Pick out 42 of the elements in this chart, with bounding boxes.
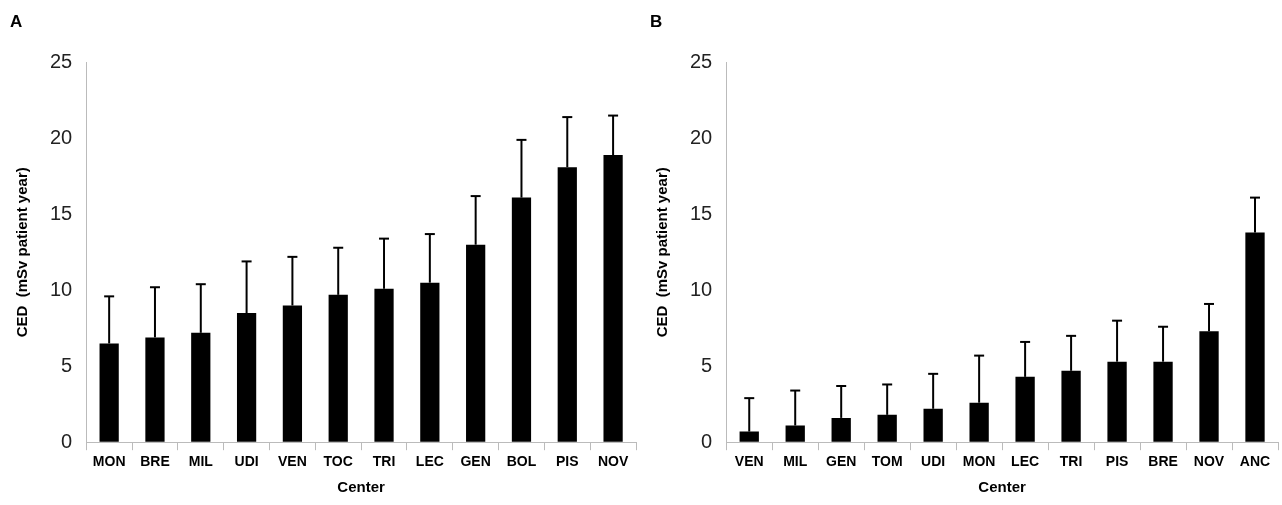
y-tick-label: 15	[50, 201, 73, 224]
x-tick-label: MON	[92, 453, 126, 470]
x-tick-label: MIL	[783, 453, 808, 470]
y-tick-label: 5	[701, 353, 713, 376]
y-tick-label: 15	[690, 201, 713, 224]
x-tick-label: TOM	[871, 453, 903, 470]
x-tick-label: MON	[962, 453, 996, 470]
x-tick-label: VEN	[278, 453, 307, 470]
x-tick-label: PIS	[555, 453, 579, 470]
y-axis-title: CED (mSv patient year)	[13, 167, 31, 338]
x-tick-label: TRI	[372, 453, 396, 470]
x-tick-label: TOC	[323, 453, 353, 470]
x-tick-label: GEN	[460, 453, 491, 470]
x-tick-label: MIL	[188, 453, 214, 470]
x-tick-label: BRE	[140, 453, 170, 470]
x-tick-label: ANC	[1239, 453, 1271, 470]
x-tick-label: BOL	[506, 453, 537, 470]
x-tick-label: PIS	[1105, 453, 1129, 470]
x-tick-label: UDI	[234, 453, 259, 470]
x-axis-title: Center	[978, 478, 1027, 496]
x-tick-label: UDI	[921, 453, 946, 470]
x-tick-label: BRE	[1148, 453, 1178, 470]
y-tick-label: 10	[690, 277, 713, 300]
x-tick-label: LEC	[1011, 453, 1040, 470]
y-tick-label: 25	[690, 49, 713, 72]
y-tick-label: 20	[50, 125, 73, 148]
chart-title: B	[650, 11, 663, 31]
y-tick-label: 25	[50, 49, 73, 72]
y-axis-title: CED (mSv patient year)	[653, 167, 671, 338]
y-tick-label: 0	[61, 429, 73, 452]
x-tick-label: NOV	[597, 453, 629, 470]
y-tick-label: 10	[50, 277, 73, 300]
x-tick-label: VEN	[734, 453, 764, 470]
x-tick-label: NOV	[1193, 453, 1225, 470]
x-tick-label: GEN	[826, 453, 857, 470]
x-tick-label: TRI	[1059, 453, 1083, 470]
y-tick-label: 5	[61, 353, 73, 376]
x-axis-title: Center	[337, 478, 386, 496]
chart-title: A	[10, 11, 23, 31]
y-tick-label: 0	[701, 429, 713, 452]
y-tick-label: 20	[690, 125, 713, 148]
x-tick-label: LEC	[415, 453, 444, 470]
